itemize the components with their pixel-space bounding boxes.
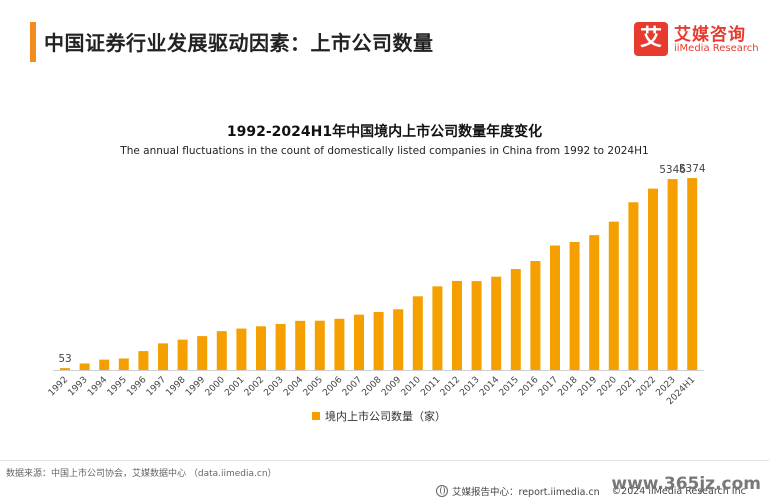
bar-2005 [314,320,325,370]
bar-2020 [608,221,619,370]
bar-2021 [628,202,639,370]
bar-2006 [334,318,345,370]
data-label: 53 [58,353,71,365]
x-tick-label: 2015 [498,375,521,398]
bar-2003 [275,324,286,370]
bar-2017 [550,245,560,370]
bar-2011 [432,286,443,370]
data-source: 数据来源：中国上市公司协会，艾媒数据中心 （data.iimedia.cn） [6,469,277,479]
footer-divider [0,460,769,461]
x-tick-label: 1998 [164,375,187,398]
x-tick-label: 2019 [576,375,599,398]
bar-2004 [295,320,306,370]
globe-icon [436,485,448,497]
report-center-link[interactable]: 艾媒报告中心：report.iimedia.cn [452,487,600,498]
x-tick-label: 2011 [419,375,442,398]
x-tick-label: 1995 [106,375,129,398]
legend-label: 境内上市公司数量（家） [325,410,446,423]
logo-name-cn: 艾媒咨询 [674,25,746,45]
bar-2015 [510,269,521,370]
bar-2013 [471,281,482,370]
x-tick-label: 2021 [615,375,638,398]
x-tick-label: 2014 [478,375,501,398]
bar-1999 [197,336,208,370]
x-tick-label: 2010 [400,375,423,398]
bar-2010 [412,296,423,370]
bar-2007 [354,314,364,370]
chart-legend: 境内上市公司数量（家） [312,408,446,424]
bar-1995 [118,358,129,370]
x-tick-label: 1992 [47,375,70,398]
bar-2012 [452,280,462,370]
x-tick-label: 2020 [596,375,619,398]
bar-1997 [158,343,168,370]
x-tick-label: 2002 [243,375,266,398]
bar-1993 [79,363,90,370]
bar-1996 [138,351,149,370]
bar-2008 [373,311,384,370]
bar-2024H1 [687,178,698,370]
x-tick-label: 2006 [321,375,344,398]
data-label: 5346 [659,164,686,176]
x-tick-label: 2008 [360,375,383,398]
x-tick-label: 2017 [537,375,560,398]
brand-logo: 艾 艾媒咨询 iiMedia Research [634,20,762,60]
page-title: 中国证券行业发展驱动因素：上市公司数量 [44,31,434,55]
legend-swatch [312,412,320,420]
bar-2022 [648,188,658,370]
bar-2023 [667,179,678,370]
x-tick-label: 1997 [145,375,168,398]
chart-subtitle: The annual fluctuations in the count of … [120,145,649,157]
bar-2016 [530,261,541,370]
x-tick-label: 2004 [282,375,305,398]
x-tick-label: 2000 [204,375,227,398]
title-accent-bar [30,22,36,62]
bar-1998 [177,339,188,370]
bar-1992 [60,368,70,370]
watermark: www.365jz.com [611,474,761,494]
bar-1994 [99,359,110,370]
bar-2009 [393,309,404,370]
x-tick-label: 2013 [458,375,481,398]
x-tick-label: 1993 [66,375,89,398]
x-tick-label: 1996 [125,375,148,398]
x-tick-label: 2003 [262,375,285,398]
logo-name-en: iiMedia Research [674,43,759,54]
bar-2001 [236,328,247,370]
x-tick-label: 2009 [380,375,403,398]
x-tick-label: 2005 [302,375,325,398]
chart-title: 1992-2024H1年中国境内上市公司数量年度变化 [226,124,543,140]
x-tick-label: 2012 [439,375,462,398]
x-tick-label: 2022 [635,375,658,398]
bar-2002 [256,326,266,370]
footer-credits: 艾媒报告中心：report.iimedia.cn ©2024 iiMedia R… [436,484,746,498]
bar-2014 [491,276,502,370]
x-tick-label: 2018 [556,375,579,398]
logo-icon: 艾 [634,22,668,56]
x-tick-label: 2016 [517,375,540,398]
bar-2018 [569,242,580,370]
data-label: 5374 [679,163,706,175]
x-tick-label: 2007 [341,375,364,398]
x-tick-label: 1999 [184,375,207,398]
bar-2019 [589,235,600,370]
x-tick-label: 2001 [223,375,246,398]
x-tick-label: 1994 [86,375,109,398]
copyright: ©2024 iiMedia Research Inc [611,485,746,497]
bar-2000 [216,331,227,370]
